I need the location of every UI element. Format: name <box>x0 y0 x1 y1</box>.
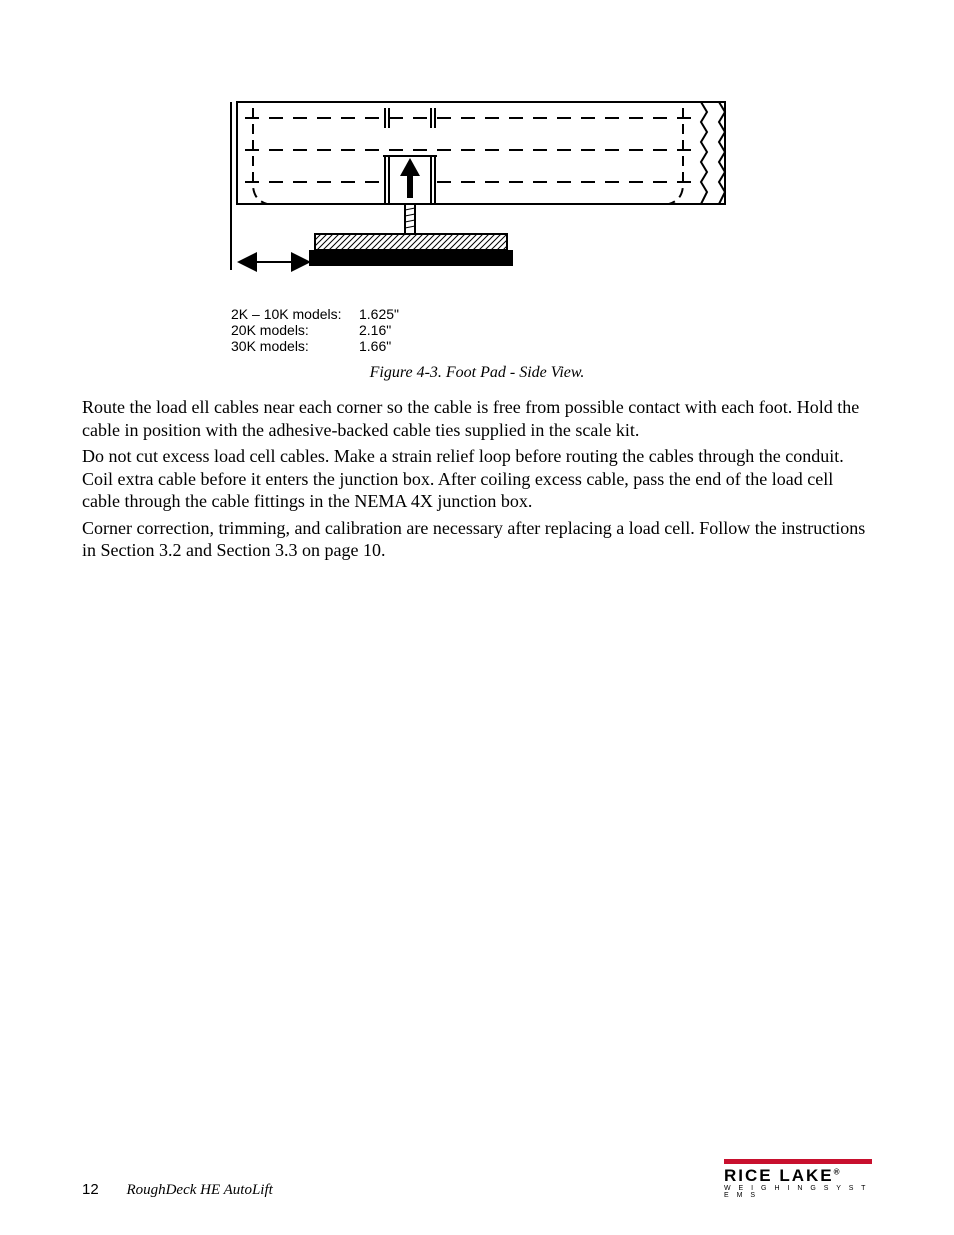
paragraph: Route the load ell cables near each corn… <box>82 396 872 441</box>
paragraph: Corner correction, trimming, and calibra… <box>82 517 872 562</box>
model-label: 20K models: <box>231 322 359 338</box>
model-dimensions: 2K – 10K models: 1.625" 20K models: 2.16… <box>231 306 727 354</box>
logo-tagline: W E I G H I N G S Y S T E M S <box>724 1185 872 1199</box>
footpad-diagram <box>227 100 727 300</box>
paragraph: Do not cut excess load cell cables. Make… <box>82 445 872 513</box>
page: 2K – 10K models: 1.625" 20K models: 2.16… <box>0 0 954 1235</box>
figure-block: 2K – 10K models: 1.625" 20K models: 2.16… <box>227 100 727 354</box>
model-row: 30K models: 1.66" <box>231 338 727 354</box>
page-number: 12 <box>82 1181 99 1198</box>
model-value: 1.625" <box>359 306 399 322</box>
figure-caption: Figure 4-3. Foot Pad - Side View. <box>82 364 872 382</box>
footer-left: 12 RoughDeck HE AutoLift <box>82 1181 273 1199</box>
page-footer: 12 RoughDeck HE AutoLift RICE LAKE® W E … <box>82 1159 872 1199</box>
model-value: 2.16" <box>359 322 391 338</box>
body-text: Route the load ell cables near each corn… <box>82 396 872 562</box>
doc-title: RoughDeck HE AutoLift <box>126 1182 272 1198</box>
model-row: 20K models: 2.16" <box>231 322 727 338</box>
rice-lake-logo: RICE LAKE® W E I G H I N G S Y S T E M S <box>724 1159 872 1199</box>
model-label: 30K models: <box>231 338 359 354</box>
model-label: 2K – 10K models: <box>231 306 359 322</box>
registered-mark: ® <box>834 1167 840 1176</box>
logo-name: RICE LAKE® <box>724 1167 872 1184</box>
model-value: 1.66" <box>359 338 391 354</box>
model-row: 2K – 10K models: 1.625" <box>231 306 727 322</box>
logo-bar <box>724 1159 872 1164</box>
logo-name-text: RICE LAKE <box>724 1166 834 1185</box>
